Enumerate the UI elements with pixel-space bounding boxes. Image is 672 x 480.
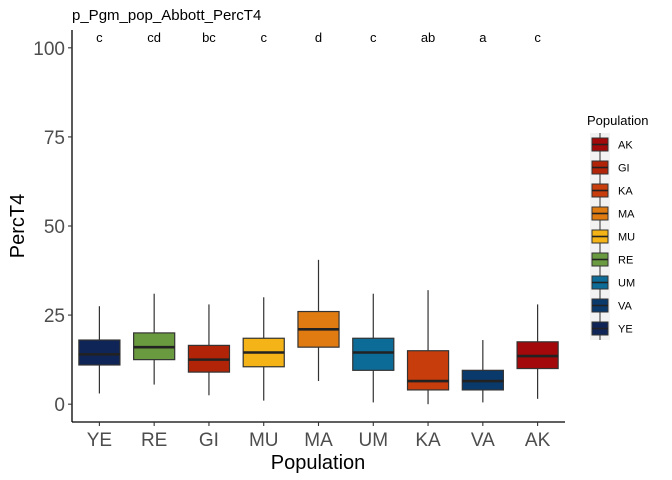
legend-item-ye: YE — [590, 317, 633, 340]
legend-item-gi: GI — [590, 156, 630, 179]
group-letter: ab — [421, 30, 435, 45]
legend-item-ka: KA — [590, 179, 633, 202]
x-axis-title: Population — [271, 452, 366, 474]
y-tick-label: 0 — [54, 395, 65, 416]
box-mu: MU c — [242, 30, 285, 451]
group-letter: d — [315, 30, 322, 45]
group-letter: c — [96, 30, 103, 45]
x-tick-label: UM — [358, 430, 388, 451]
box-ka: KA ab — [406, 30, 450, 451]
iqr-box — [78, 339, 121, 366]
x-tick-label: RE — [141, 430, 167, 451]
iqr-box — [406, 350, 450, 391]
legend-item-mu: MU — [590, 225, 635, 248]
legend-title: Population — [587, 113, 648, 128]
x-tick-label: MU — [249, 430, 279, 451]
legend-item-ak: AK — [590, 133, 633, 156]
group-letter: c — [370, 30, 377, 45]
box-ak: AK c — [516, 30, 559, 451]
chart-title: p_Pgm_pop_Abbott_PercT4 — [72, 7, 261, 24]
box-re: RE cd — [133, 30, 176, 451]
x-tick-label: KA — [415, 430, 441, 451]
plot-area: 0 25 50 75 100 YE c RE cd GI bc MU c MA d UM c KA ab VA a AK c — [33, 30, 565, 451]
legend-label: GI — [618, 163, 630, 175]
legend-label: YE — [618, 324, 633, 336]
x-tick-label: VA — [471, 430, 495, 451]
group-letter: cd — [147, 30, 161, 45]
x-tick-label: YE — [87, 430, 112, 451]
y-axis-title: PercT4 — [7, 194, 29, 258]
box-um: UM c — [352, 30, 395, 451]
legend-item-ma: MA — [590, 202, 635, 225]
legend-label: VA — [618, 301, 633, 313]
group-letter: a — [479, 30, 487, 45]
legend-item-va: VA — [590, 294, 633, 317]
y-tick-label: 25 — [44, 306, 65, 327]
box-gi: GI bc — [187, 30, 231, 451]
y-tick-label: 75 — [44, 128, 65, 149]
legend-item-re: RE — [590, 248, 633, 271]
x-tick-label: MA — [304, 430, 333, 451]
legend-item-um: UM — [590, 271, 635, 294]
legend-label: MU — [618, 232, 635, 244]
group-letter: c — [260, 30, 267, 45]
legend-label: KA — [618, 186, 633, 198]
x-tick-label: GI — [199, 430, 219, 451]
y-tick-label: 100 — [33, 39, 65, 60]
legend-label: UM — [618, 278, 635, 290]
group-letter: bc — [202, 30, 216, 45]
y-tick-label: 50 — [44, 217, 65, 238]
x-tick-label: AK — [525, 430, 551, 451]
box-ye: YE c — [78, 30, 121, 451]
group-letter: c — [534, 30, 541, 45]
legend-label: AK — [618, 140, 633, 152]
legend: Population AK GI KA MA MU RE UM VA YE — [587, 113, 648, 340]
iqr-box — [352, 337, 395, 371]
legend-label: MA — [618, 209, 635, 221]
box-va: VA a — [461, 30, 504, 451]
legend-label: RE — [618, 255, 633, 267]
box-ma: MA d — [297, 30, 340, 451]
